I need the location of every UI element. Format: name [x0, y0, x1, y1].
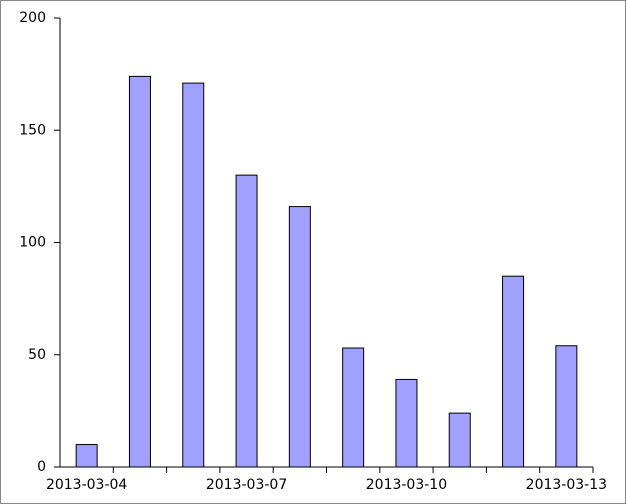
y-tick-label: 50: [28, 347, 46, 363]
x-tick-label: 2013-03-10: [366, 477, 447, 493]
bar: [235, 174, 258, 468]
x-tick-label: 2013-03-04: [46, 477, 127, 493]
bar: [448, 412, 471, 468]
y-tick-label: 150: [19, 122, 46, 138]
bar: [502, 275, 525, 468]
bar: [288, 206, 311, 468]
bar: [182, 82, 205, 468]
bar: [342, 347, 365, 468]
x-tick-label: 2013-03-07: [206, 477, 287, 493]
bar: [128, 75, 151, 468]
y-tick-label: 0: [37, 459, 46, 475]
y-tick-label: 200: [19, 10, 46, 26]
y-tick-label: 100: [19, 235, 46, 251]
bar: [555, 345, 578, 468]
bar: [75, 444, 98, 468]
x-tick-label: 2013-03-13: [526, 477, 607, 493]
bar: [395, 378, 418, 468]
